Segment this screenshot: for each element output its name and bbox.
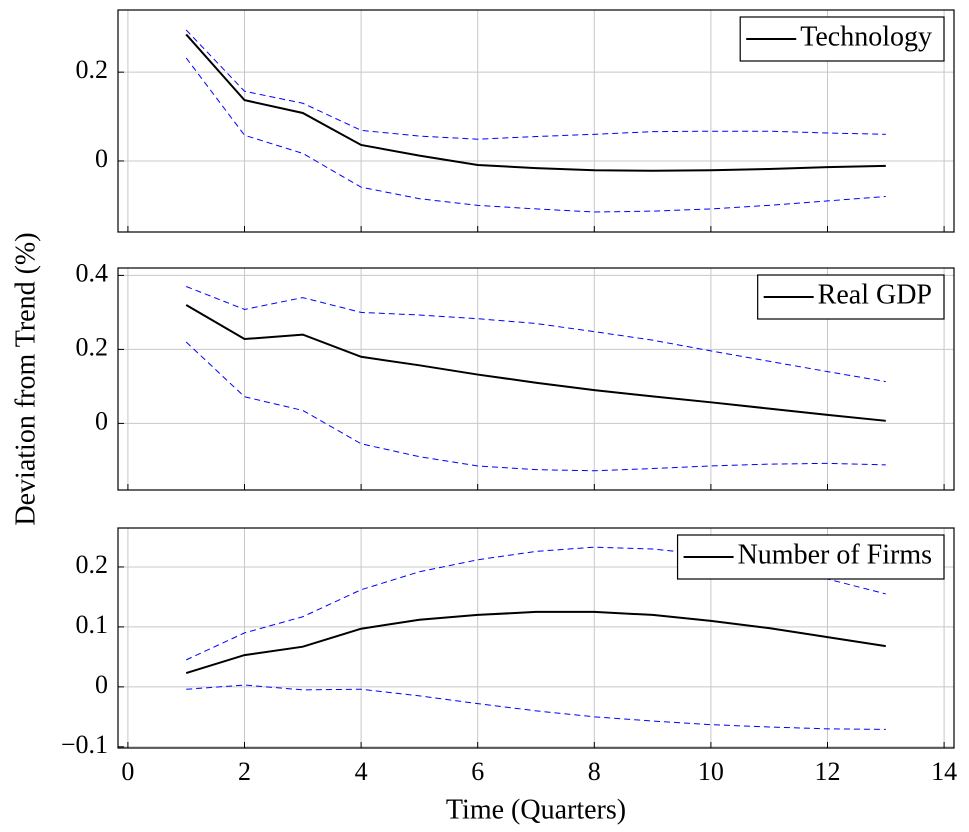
y-tick-label: 0.2 <box>76 550 109 579</box>
series-line <box>185 304 886 422</box>
x-tick-label: 2 <box>238 757 251 786</box>
series-line <box>185 29 886 140</box>
x-tick-label: 10 <box>698 757 724 786</box>
x-tick-label: 12 <box>814 757 840 786</box>
y-tick-label: 0 <box>95 144 108 173</box>
y-tick-label: 0.4 <box>76 258 109 287</box>
x-tick-label: 4 <box>355 757 368 786</box>
y-tick-label: 0.2 <box>76 332 109 361</box>
y-tick-label: −0.1 <box>61 730 108 759</box>
legend-label: Real GDP <box>818 279 932 310</box>
y-axis-title: Deviation from Trend (%) <box>10 232 41 525</box>
legend-label: Number of Firms <box>738 539 932 570</box>
x-tick-label: 6 <box>471 757 484 786</box>
legend-label: Technology <box>800 21 932 52</box>
plot-frame <box>117 267 955 491</box>
plot-frame <box>117 527 955 749</box>
series-line <box>185 33 886 172</box>
x-tick-label: 8 <box>588 757 601 786</box>
plot-frame <box>117 9 955 233</box>
y-tick-label: 0 <box>95 406 108 435</box>
legend: Number of Firms <box>676 534 945 580</box>
legend: Technology <box>739 16 945 62</box>
series-line <box>186 286 886 383</box>
series-line <box>185 57 886 213</box>
y-tick-label: 0.1 <box>76 610 109 639</box>
series-line <box>186 684 886 730</box>
x-tick-label: 0 <box>121 757 134 786</box>
y-tick-label: 0 <box>95 670 108 699</box>
series-line <box>185 341 886 472</box>
x-axis-title: Time (Quarters) <box>446 794 626 825</box>
x-tick-label: 14 <box>931 757 957 786</box>
legend: Real GDP <box>757 274 945 320</box>
series-line <box>185 610 886 675</box>
y-tick-label: 0.2 <box>76 55 109 84</box>
